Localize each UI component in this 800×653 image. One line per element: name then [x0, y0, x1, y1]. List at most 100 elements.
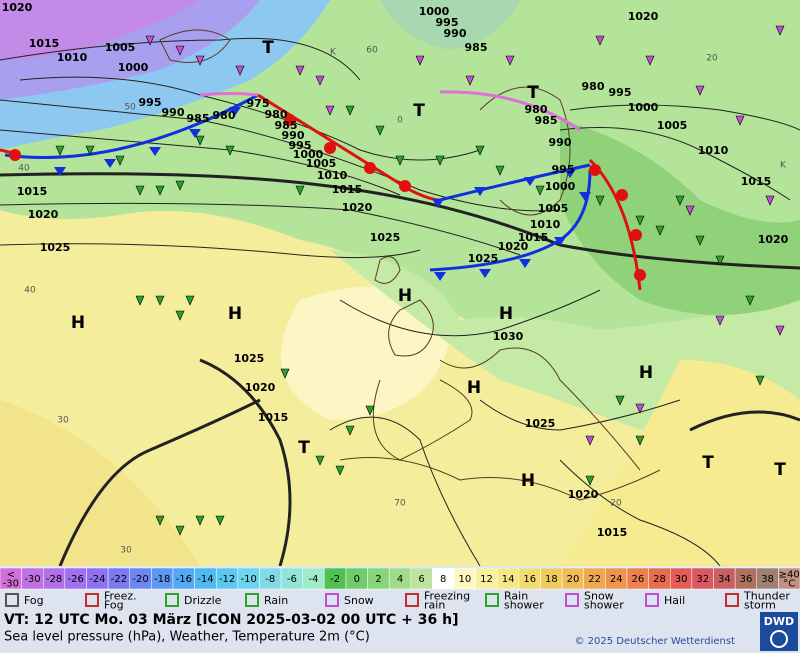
- warm-front-symbol: [634, 269, 646, 281]
- cold-front-symbol: [229, 107, 241, 116]
- color-scale-label: 24: [610, 574, 623, 585]
- legend-label: Freez. Fog: [104, 590, 137, 612]
- rain-shower-symbol: [115, 155, 125, 166]
- color-scale-label: -28: [46, 574, 62, 585]
- warm-front-symbol: [630, 229, 642, 241]
- snow-shower-symbol: [505, 55, 515, 66]
- cold-front-symbol: [434, 272, 446, 281]
- temperature-label: K: [780, 161, 787, 171]
- legend-icon: [85, 593, 99, 607]
- color-scale-label: 0: [354, 574, 360, 585]
- color-scale-label: 4: [397, 574, 403, 585]
- color-scale-label: 32: [696, 574, 709, 585]
- rain-shower-symbol: [195, 515, 205, 526]
- rain-shower-symbol: [475, 145, 485, 156]
- color-scale-label: 18: [545, 574, 558, 585]
- isobar-label: 1020: [568, 488, 599, 501]
- legend-icon: [5, 593, 19, 607]
- weather-legend: Fog Freez. Fog Drizzle Rain Snow Freezing rain R…: [5, 590, 790, 612]
- isobar-label: 995: [552, 163, 575, 176]
- cold-front-symbol: [564, 169, 576, 178]
- isobar-label: 1015: [29, 37, 60, 50]
- isobar-label: 1000: [293, 148, 324, 161]
- rain-shower-symbol: [495, 165, 505, 176]
- temperature-label: 60: [366, 46, 378, 56]
- isobar-label: 980: [265, 108, 288, 121]
- pressure-center: H: [639, 363, 653, 383]
- pressure-center: T: [262, 38, 274, 58]
- pressure-center: T: [527, 83, 539, 103]
- legend-label: Rain: [264, 594, 288, 607]
- snow-shower-symbol: [715, 315, 725, 326]
- legend-icon: [565, 593, 579, 607]
- snow-shower-symbol: [415, 55, 425, 66]
- isobar-label: 1000: [118, 61, 149, 74]
- color-scale-label: -26: [68, 574, 84, 585]
- isobar-label: 985: [275, 119, 298, 132]
- isobar-label: 985: [465, 41, 488, 54]
- pressure-center: T: [774, 460, 786, 480]
- isobar-label: 990: [282, 129, 305, 142]
- snow-shower-symbol: [645, 55, 655, 66]
- isobar-label: 995: [289, 139, 312, 152]
- color-scale-label: -8: [265, 574, 275, 585]
- weather-symbols: [55, 25, 785, 536]
- isobar-label: 1005: [105, 41, 136, 54]
- color-scale-label: 20: [567, 574, 580, 585]
- legend-label: Rain shower: [504, 590, 544, 612]
- coastlines: [159, 29, 661, 501]
- rain-shower-symbol: [635, 435, 645, 446]
- isobar-label: 1000: [628, 101, 659, 114]
- snow-shower-symbol: [635, 403, 645, 414]
- rain-shower-symbol: [175, 180, 185, 191]
- isobar-label: 985: [187, 112, 210, 125]
- snow-shower-symbol: [765, 195, 775, 206]
- isobar-label: 1005: [306, 157, 337, 170]
- isobar-label: 975: [247, 97, 270, 110]
- isobar-label: 1010: [530, 218, 561, 231]
- color-scale-label: -16: [176, 574, 192, 585]
- snow-shower-symbol: [295, 65, 305, 76]
- color-scale-label: 34: [718, 574, 731, 585]
- rain-shower-symbol: [695, 235, 705, 246]
- warm-front-symbol: [324, 142, 336, 154]
- isobar-label: 995: [609, 86, 632, 99]
- color-scale-label: 16: [523, 574, 536, 585]
- rain-shower-symbol: [295, 185, 305, 196]
- map-background: [0, 0, 800, 566]
- cold-front-symbol: [149, 147, 161, 156]
- rain-shower-symbol: [635, 215, 645, 226]
- rain-shower-symbol: [215, 515, 225, 526]
- cold-front-symbol: [54, 167, 66, 176]
- cold-front-symbol: [554, 237, 566, 246]
- logo: DWD: [764, 615, 794, 628]
- pressure-center: H: [398, 286, 412, 306]
- snow-shower-symbol: [315, 75, 325, 86]
- snow-shower-symbol: [775, 325, 785, 336]
- isobar-label: 1000: [545, 180, 576, 193]
- pressure-center: H: [499, 304, 513, 324]
- snow-shower-symbol: [195, 55, 205, 66]
- legend-label: Fog: [24, 594, 44, 607]
- isobar-label: 990: [549, 136, 572, 149]
- isobar-label: 1000: [419, 5, 450, 18]
- temperature-label: 0: [397, 116, 403, 126]
- color-scale-label: 12: [480, 574, 493, 585]
- color-scale-label: -10: [240, 574, 256, 585]
- color-scale-label: 26: [631, 574, 644, 585]
- color-scale-label: -6: [287, 574, 297, 585]
- isobar-label: 1020: [2, 1, 33, 14]
- pressure-center: H: [467, 378, 481, 398]
- color-scale-label: 28: [653, 574, 666, 585]
- legend-icon: [245, 593, 259, 607]
- snow-shower-symbol: [585, 435, 595, 446]
- isobar-label: 1025: [370, 231, 401, 244]
- legend-icon: [645, 593, 659, 607]
- pressure-center: T: [413, 101, 425, 121]
- snow-shower-symbol: [775, 25, 785, 36]
- snow-shower-symbol: [685, 205, 695, 216]
- color-scale-label: 22: [588, 574, 601, 585]
- snow-shower-symbol: [595, 35, 605, 46]
